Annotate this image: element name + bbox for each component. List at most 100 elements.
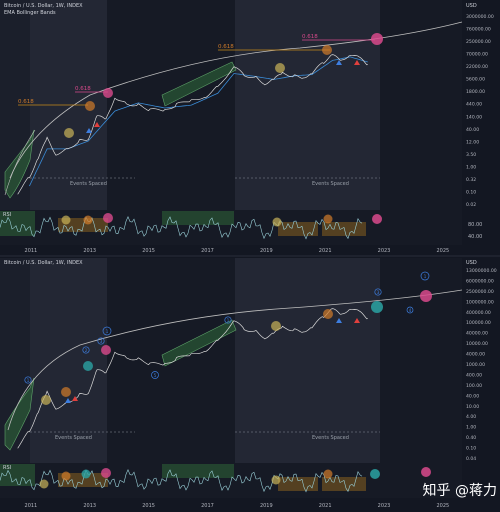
x-tick-label: 2017 (201, 248, 214, 254)
rsi-zone (0, 211, 35, 236)
y-tick-label: 40000.00 (466, 331, 488, 337)
fib-label: 0.618 (18, 99, 34, 105)
rsi-event-circle (271, 475, 281, 485)
rsi-event-circle (372, 214, 382, 224)
y-tick-label: 4000.00 (466, 352, 485, 358)
buy-marker (336, 60, 342, 65)
ema-line (29, 56, 368, 187)
event-circle (103, 88, 113, 98)
top-dark-band (380, 0, 462, 210)
ema-series (29, 56, 368, 187)
numbered-marker: 3 (97, 337, 105, 345)
rsi-y-tick: 80.00 (468, 222, 482, 228)
y-tick-label: 40.00 (466, 127, 479, 133)
svg-text:5: 5 (154, 373, 157, 378)
numbered-marker: 2 (82, 346, 90, 354)
y-tick-label: 100000.00 (466, 320, 491, 326)
y-tick-label: 2500000.00 (466, 289, 494, 295)
svg-text:2: 2 (85, 348, 88, 353)
event-circle (323, 309, 333, 319)
top-panel: 0.618 0.618 0.618 0.618 Events Spaced Ev… (0, 0, 494, 254)
y-tick-label: 40.00 (466, 393, 479, 399)
rsi-zone (0, 464, 35, 486)
y-tick-label: 0.10 (466, 189, 476, 195)
svg-text:1: 1 (227, 318, 230, 323)
x-tick-label: 2015 (142, 503, 155, 509)
price-series (17, 54, 368, 195)
green-channel (4, 377, 35, 451)
fib-label: 0.618 (218, 44, 234, 50)
x-tick-label: 2025 (437, 248, 450, 254)
rsi-event-circle (61, 471, 71, 481)
price-line (17, 54, 368, 195)
y-axis: 3000000.00 760000.00 250000.00 70000.00 2200… (466, 14, 494, 208)
rsi-event-circle (81, 469, 91, 479)
numbered-marker: 1 (420, 271, 430, 281)
y-tick-label: 0.02 (466, 202, 476, 208)
x-tick-label: 2025 (437, 503, 450, 509)
y-tick-label: 400.00 (466, 372, 482, 378)
green-channel (161, 319, 237, 367)
y-tick-label: 1800.00 (466, 89, 485, 95)
y-axis: 13000000.00 6000000.00 2500000.00 1000000.0… (466, 268, 497, 462)
rsi-event-circle (323, 469, 333, 479)
event-circle (101, 345, 111, 355)
rsi-line (0, 469, 363, 493)
x-tick-label: 2013 (83, 503, 96, 509)
numbered-marker: 5 (151, 371, 159, 379)
numbered-marker: 1 (224, 316, 232, 324)
event-circle (271, 321, 281, 331)
rsi-event-circle (103, 213, 113, 223)
y-tick-label: 0.40 (466, 435, 476, 441)
y-tick-label: 1000.00 (466, 362, 485, 368)
top-shade-band (235, 0, 380, 210)
event-circle (322, 45, 332, 55)
y-tick-label: 10.00 (466, 404, 479, 410)
chart-subtitle: EMA Bollinger Bands (4, 10, 56, 16)
y-tick-label: 440.00 (466, 102, 482, 108)
buy-marker (336, 318, 342, 323)
x-tick-label: 2017 (201, 503, 214, 509)
x-tick-label: 2023 (378, 503, 391, 509)
y-tick-label: 1000000.00 (466, 299, 494, 305)
watermark: 知乎 @蒋力 (423, 482, 497, 499)
events-spaced-label: Events Spaced (70, 181, 107, 187)
log-trend-curve (7, 289, 463, 431)
event-circle (61, 387, 71, 397)
green-channel (4, 129, 35, 199)
rsi-zone (278, 477, 318, 491)
x-tick-label: 2011 (25, 503, 38, 509)
top-dark-band (107, 0, 235, 210)
svg-text:3: 3 (377, 290, 380, 295)
x-tick-label: 2013 (83, 248, 96, 254)
y-tick-label: 6000000.00 (466, 278, 494, 284)
y-tick-label: 760000.00 (466, 27, 491, 33)
event-circle (371, 33, 383, 45)
event-circle (85, 101, 95, 111)
y-tick-label: 4.00 (466, 414, 476, 420)
x-tick-label: 2015 (142, 248, 155, 254)
rsi-label: RSI (3, 465, 11, 471)
x-tick-label: 2021 (319, 248, 332, 254)
x-tick-label: 2019 (260, 503, 273, 509)
fib-label: 0.618 (75, 86, 91, 92)
x-tick-label: 2021 (319, 503, 332, 509)
numbered-marker: 1 (24, 376, 32, 384)
svg-text:3: 3 (100, 339, 103, 344)
event-circle (371, 301, 383, 313)
bottom-dark-band (380, 258, 462, 463)
y-tick-label: 100.00 (466, 383, 482, 389)
y-tick-label: 3.50 (466, 152, 476, 158)
rsi-line (0, 216, 363, 240)
y-tick-label: 10000.00 (466, 341, 488, 347)
numbered-marker: 4 (406, 306, 414, 314)
svg-text:1: 1 (106, 329, 109, 334)
chart-title: Bitcoin / U.S. Dollar, 1W, INDEX (4, 3, 83, 9)
x-tick-label: 2011 (25, 248, 38, 254)
bottom-shade-band (235, 258, 380, 463)
rsi-zone (58, 218, 108, 232)
events-spaced-label: Events Spaced (312, 181, 349, 187)
rsi-event-circle (370, 469, 380, 479)
y-tick-label: 22000.00 (466, 64, 488, 70)
